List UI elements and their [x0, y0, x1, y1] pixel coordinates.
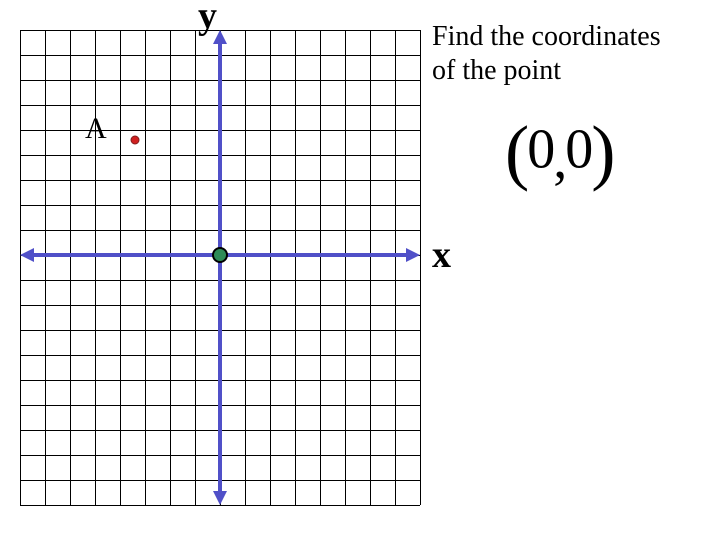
prompt-text: Find the coordinates of the point [432, 20, 661, 87]
x-axis-arrow-right [406, 248, 420, 262]
answer-coordinates: (0,0) [505, 110, 614, 194]
coord-comma: , [553, 128, 565, 190]
coord-y: 0 [565, 118, 591, 180]
y-axis-label: y [198, 0, 217, 38]
paren-open: ( [505, 111, 527, 192]
prompt-line1: Find the coordinates [432, 21, 661, 52]
point-a-marker [131, 136, 139, 144]
prompt-line2: of the point [432, 55, 561, 86]
x-axis-label: x [432, 233, 451, 277]
point-a-label: A [85, 112, 107, 146]
x-axis-arrow-left [20, 248, 34, 262]
y-axis-arrow-down [213, 491, 227, 505]
origin-point [213, 248, 227, 262]
coord-x: 0 [527, 118, 553, 180]
paren-close: ) [591, 111, 613, 192]
